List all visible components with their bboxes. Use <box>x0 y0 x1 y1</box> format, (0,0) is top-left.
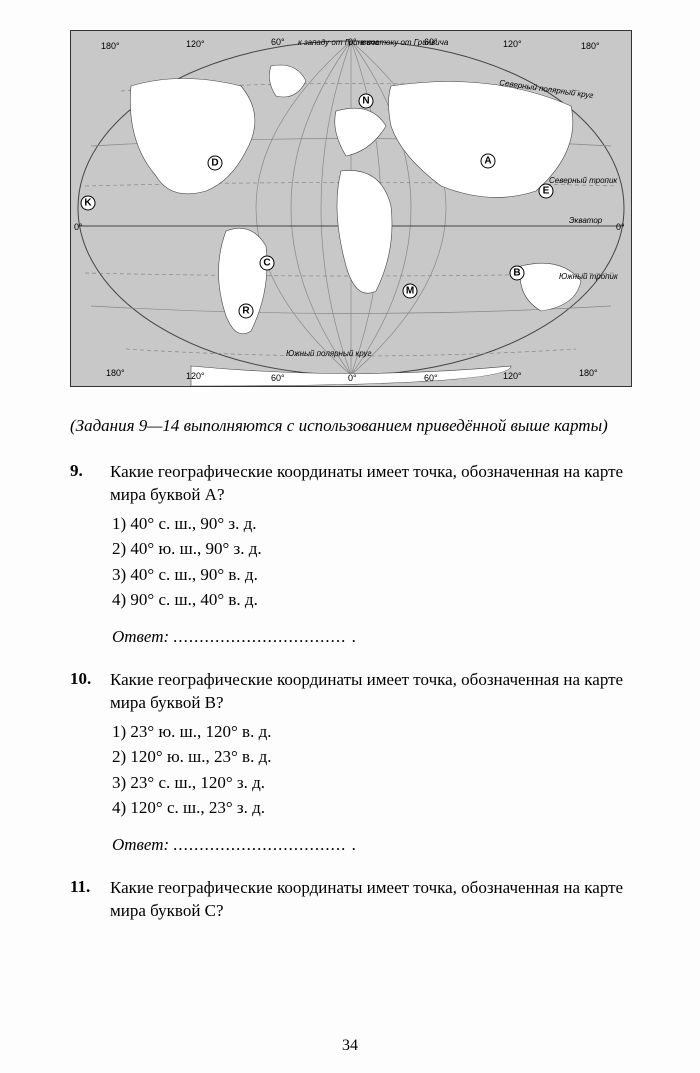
svg-text:D: D <box>211 158 218 169</box>
q9-answer: Ответ: .................................… <box>112 627 650 647</box>
q9-text: Какие географические координаты имеет то… <box>110 461 650 507</box>
equator-label: Экватор <box>569 216 603 225</box>
q9-option-1: 1) 40° с. ш., 90° з. д. <box>112 511 650 537</box>
svg-text:C: C <box>263 258 270 269</box>
lon-top-0: 180° <box>101 41 120 51</box>
q10-text: Какие географические координаты имеет то… <box>110 669 650 715</box>
page-number: 34 <box>0 1037 700 1055</box>
q10-options: 1) 23° ю. ш., 120° в. д. 2) 120° ю. ш., … <box>112 719 650 821</box>
lon-bot-3: 0° <box>348 373 357 383</box>
q11-text: Какие географические координаты имеет то… <box>110 877 650 923</box>
lat-0-left: 0° <box>74 222 83 232</box>
lon-bot-4: 60° <box>424 373 438 383</box>
map-point-B: B <box>510 266 524 280</box>
lon-top-2: 60° <box>271 37 285 47</box>
map-point-R: R <box>239 304 253 318</box>
lon-top-6: 180° <box>581 41 600 51</box>
tropic-s-label: Южный тропик <box>559 272 619 281</box>
antarctic-label: Южный полярный круг <box>286 349 371 358</box>
lon-bot-0: 180° <box>106 368 125 378</box>
tropic-n-label: Северный тропик <box>549 176 618 185</box>
map-point-K: K <box>81 196 95 210</box>
page: 180° 120° 60° 0° 60° 120° 180° 180° 120°… <box>0 0 700 1073</box>
lon-bot-2: 60° <box>271 373 285 383</box>
svg-text:R: R <box>242 306 250 317</box>
svg-text:M: M <box>406 286 414 297</box>
q10-number: 10. <box>70 669 94 689</box>
q9-option-3: 3) 40° с. ш., 90° в. д. <box>112 562 650 588</box>
q10-option-3: 3) 23° с. ш., 120° з. д. <box>112 770 650 796</box>
map-svg: 180° 120° 60° 0° 60° 120° 180° 180° 120°… <box>71 31 631 386</box>
q10-option-1: 1) 23° ю. ш., 120° в. д. <box>112 719 650 745</box>
map-point-E: E <box>539 184 553 198</box>
q10-answer-dots: ................................. . <box>173 835 357 854</box>
world-map: 180° 120° 60° 0° 60° 120° 180° 180° 120°… <box>70 30 632 387</box>
svg-text:A: A <box>484 156 491 167</box>
q10-option-2: 2) 120° ю. ш., 23° в. д. <box>112 744 650 770</box>
q11-number: 11. <box>70 877 94 897</box>
lon-top-5: 120° <box>503 39 522 49</box>
svg-text:B: B <box>513 268 520 279</box>
svg-text:K: K <box>84 198 92 209</box>
svg-text:N: N <box>362 96 369 107</box>
map-point-A: A <box>481 154 495 168</box>
q10-option-4: 4) 120° с. ш., 23° з. д. <box>112 795 650 821</box>
lat-0-right: 0° <box>616 222 625 232</box>
q9-answer-dots: ................................. . <box>173 627 357 646</box>
map-point-M: M <box>403 284 417 298</box>
q10-answer-label: Ответ: <box>112 835 169 854</box>
q9-option-4: 4) 90° с. ш., 40° в. д. <box>112 587 650 613</box>
q10-answer: Ответ: .................................… <box>112 835 650 855</box>
q9-option-2: 2) 40° ю. ш., 90° з. д. <box>112 536 650 562</box>
q9-number: 9. <box>70 461 94 481</box>
question-9: 9. Какие географические координаты имеет… <box>70 461 650 647</box>
east-label: к востоку от Гринвича <box>361 38 449 47</box>
lon-top-1: 120° <box>186 39 205 49</box>
map-point-C: C <box>260 256 274 270</box>
question-11: 11. Какие географические координаты имее… <box>70 877 650 923</box>
map-point-N: N <box>359 94 373 108</box>
svg-text:E: E <box>543 186 550 197</box>
lon-bot-6: 180° <box>579 368 598 378</box>
q9-answer-label: Ответ: <box>112 627 169 646</box>
instruction-text: (Задания 9—14 выполняются с использовани… <box>70 415 650 437</box>
question-10: 10. Какие географические координаты имее… <box>70 669 650 855</box>
lon-bot-1: 120° <box>186 371 205 381</box>
lon-bot-5: 120° <box>503 371 522 381</box>
q9-options: 1) 40° с. ш., 90° з. д. 2) 40° ю. ш., 90… <box>112 511 650 613</box>
map-point-D: D <box>208 156 222 170</box>
